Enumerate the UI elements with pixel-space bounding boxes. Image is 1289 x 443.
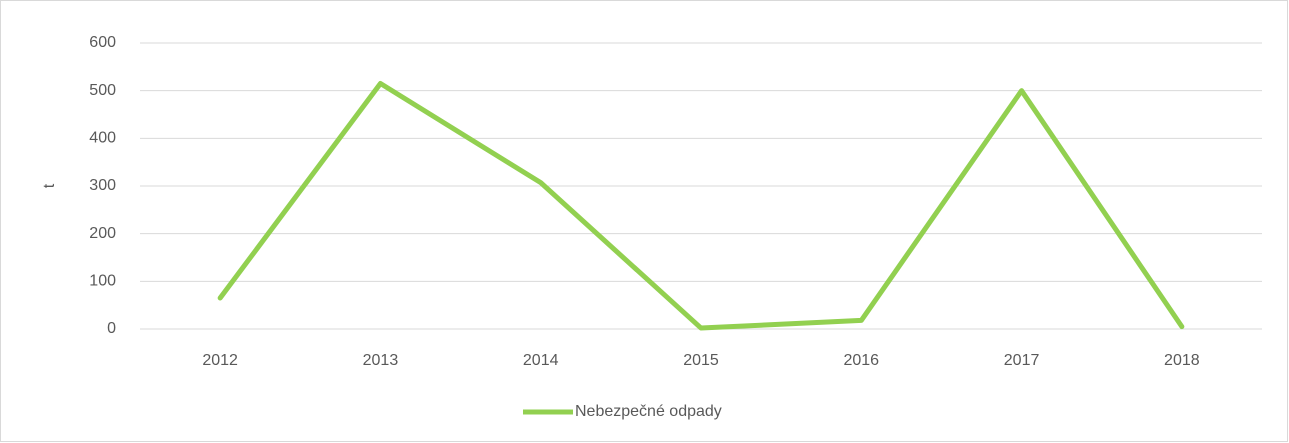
- y-tick-label: 400: [89, 130, 116, 147]
- x-tick-label: 2015: [683, 352, 719, 369]
- x-tick-label: 2012: [202, 352, 238, 369]
- y-tick-label: 0: [107, 320, 116, 337]
- x-tick-label: 2018: [1164, 352, 1200, 369]
- y-tick-label: 600: [89, 34, 116, 51]
- line-series: [217, 81, 1185, 331]
- y-tick-label: 500: [89, 82, 116, 99]
- y-tick-label: 300: [89, 177, 116, 194]
- x-tick-label: 2013: [363, 352, 399, 369]
- x-tick-label: 2016: [843, 352, 879, 369]
- x-tick-label: 2014: [523, 352, 559, 369]
- y-tick-label: 200: [89, 225, 116, 242]
- y-axis-label: t: [41, 183, 58, 188]
- legend-label: Nebezpečné odpady: [575, 403, 722, 420]
- y-tick-label: 100: [89, 273, 116, 290]
- x-tick-label: 2017: [1004, 352, 1040, 369]
